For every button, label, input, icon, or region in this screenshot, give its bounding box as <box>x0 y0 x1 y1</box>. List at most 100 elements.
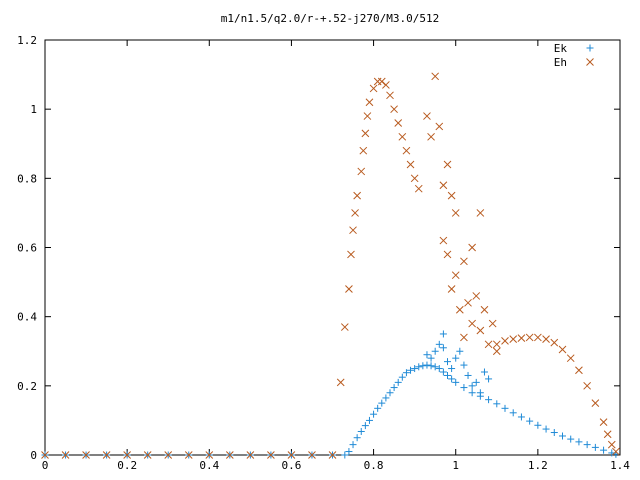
series-eh <box>41 72 620 459</box>
data-point-eh <box>525 333 534 342</box>
data-point-eh <box>349 226 357 235</box>
data-point-ek <box>534 421 542 429</box>
data-point-ek <box>493 400 501 408</box>
data-point-eh <box>41 451 49 459</box>
data-point-eh <box>398 132 407 141</box>
data-point-ek <box>468 382 476 390</box>
data-point-eh <box>488 319 497 328</box>
data-point-eh <box>205 451 214 459</box>
y-tick-label: 0.2 <box>17 380 37 393</box>
x-tick-label: 0.6 <box>281 459 301 472</box>
data-point-ek <box>559 432 566 440</box>
data-point-eh <box>443 160 452 169</box>
data-point-eh <box>308 451 316 459</box>
data-point-ek <box>378 399 386 407</box>
legend-marker-ek <box>586 44 594 52</box>
data-point-ek <box>382 394 390 402</box>
data-point-ek <box>600 446 608 454</box>
data-point-ek <box>444 371 451 379</box>
data-point-eh <box>382 81 390 89</box>
data-point-eh <box>472 292 481 300</box>
data-point-ek <box>464 371 472 379</box>
data-point-ek <box>452 378 460 386</box>
x-tick-label: 0.4 <box>199 459 219 472</box>
data-point-ek <box>460 361 468 369</box>
data-point-eh <box>464 298 472 307</box>
data-point-eh <box>447 285 456 293</box>
data-point-eh <box>347 250 355 259</box>
data-point-eh <box>492 347 501 356</box>
data-point-eh <box>480 305 489 314</box>
data-point-eh <box>246 451 255 459</box>
data-point-eh <box>102 451 111 459</box>
data-point-eh <box>603 430 612 439</box>
data-point-eh <box>394 119 403 127</box>
data-point-eh <box>476 326 485 335</box>
data-point-ek <box>472 378 480 386</box>
data-point-ek <box>452 354 460 362</box>
data-point-eh <box>451 271 460 280</box>
series-ek <box>41 330 620 459</box>
data-point-eh <box>328 451 337 459</box>
data-point-ek <box>444 358 451 366</box>
data-point-ek <box>435 340 443 348</box>
data-point-ek <box>365 416 373 424</box>
data-point-eh <box>550 338 559 347</box>
data-point-eh <box>361 129 370 138</box>
data-point-eh <box>575 366 583 375</box>
data-point-eh <box>443 250 452 259</box>
data-point-ek <box>501 404 509 412</box>
data-point-eh <box>287 451 296 459</box>
data-point-ek <box>431 363 439 371</box>
data-point-eh <box>447 191 456 200</box>
data-point-ek <box>448 375 456 383</box>
data-point-ek <box>390 384 398 392</box>
data-point-ek <box>517 413 525 421</box>
data-point-eh <box>340 323 349 331</box>
data-point-ek <box>435 365 443 373</box>
x-tick-label: 1 <box>452 459 459 472</box>
data-point-eh <box>451 209 460 217</box>
data-point-eh <box>164 451 173 459</box>
data-point-ek <box>460 384 468 392</box>
data-point-ek <box>386 389 394 397</box>
data-point-ek <box>550 429 558 437</box>
legend: Ek Eh <box>554 42 594 69</box>
data-point-eh <box>363 112 372 120</box>
data-point-eh <box>123 451 131 459</box>
data-point-eh <box>501 337 509 345</box>
data-point-ek <box>427 354 435 362</box>
data-point-eh <box>353 191 361 200</box>
data-point-ek <box>485 396 493 404</box>
data-point-eh <box>566 354 575 363</box>
data-point-eh <box>386 91 394 100</box>
data-point-ek <box>349 441 357 449</box>
series-layer <box>41 72 620 459</box>
data-point-ek <box>411 365 419 373</box>
y-tick-label: 1 <box>30 103 37 116</box>
data-point-ek <box>419 362 427 370</box>
data-point-ek <box>542 425 550 433</box>
data-point-ek <box>357 427 365 435</box>
data-point-eh <box>357 167 366 176</box>
data-point-eh <box>583 381 591 390</box>
data-point-eh <box>492 340 501 349</box>
data-point-eh <box>373 77 382 86</box>
data-point-ek <box>361 422 369 430</box>
data-point-eh <box>423 112 431 120</box>
data-point-eh <box>369 84 378 93</box>
axes: 0 0.2 0.4 0.6 0.8 1 1.2 1.4 0 0.2 0.4 0.6 0.8 1 1.2 <box>17 34 630 472</box>
y-tick-label: 1.2 <box>17 34 37 47</box>
x-tick-label: 0 <box>42 459 49 472</box>
y-tick-label: 0 <box>30 449 37 462</box>
data-point-ek <box>448 365 456 373</box>
data-point-ek <box>353 434 361 442</box>
data-point-eh <box>517 334 526 342</box>
data-point-ek <box>583 441 591 449</box>
x-tick-label: 1.4 <box>610 459 630 472</box>
x-tick-label: 0.2 <box>117 459 137 472</box>
data-point-eh <box>612 447 620 456</box>
data-point-eh <box>406 160 415 169</box>
data-point-ek <box>427 362 435 370</box>
data-point-eh <box>468 243 476 252</box>
